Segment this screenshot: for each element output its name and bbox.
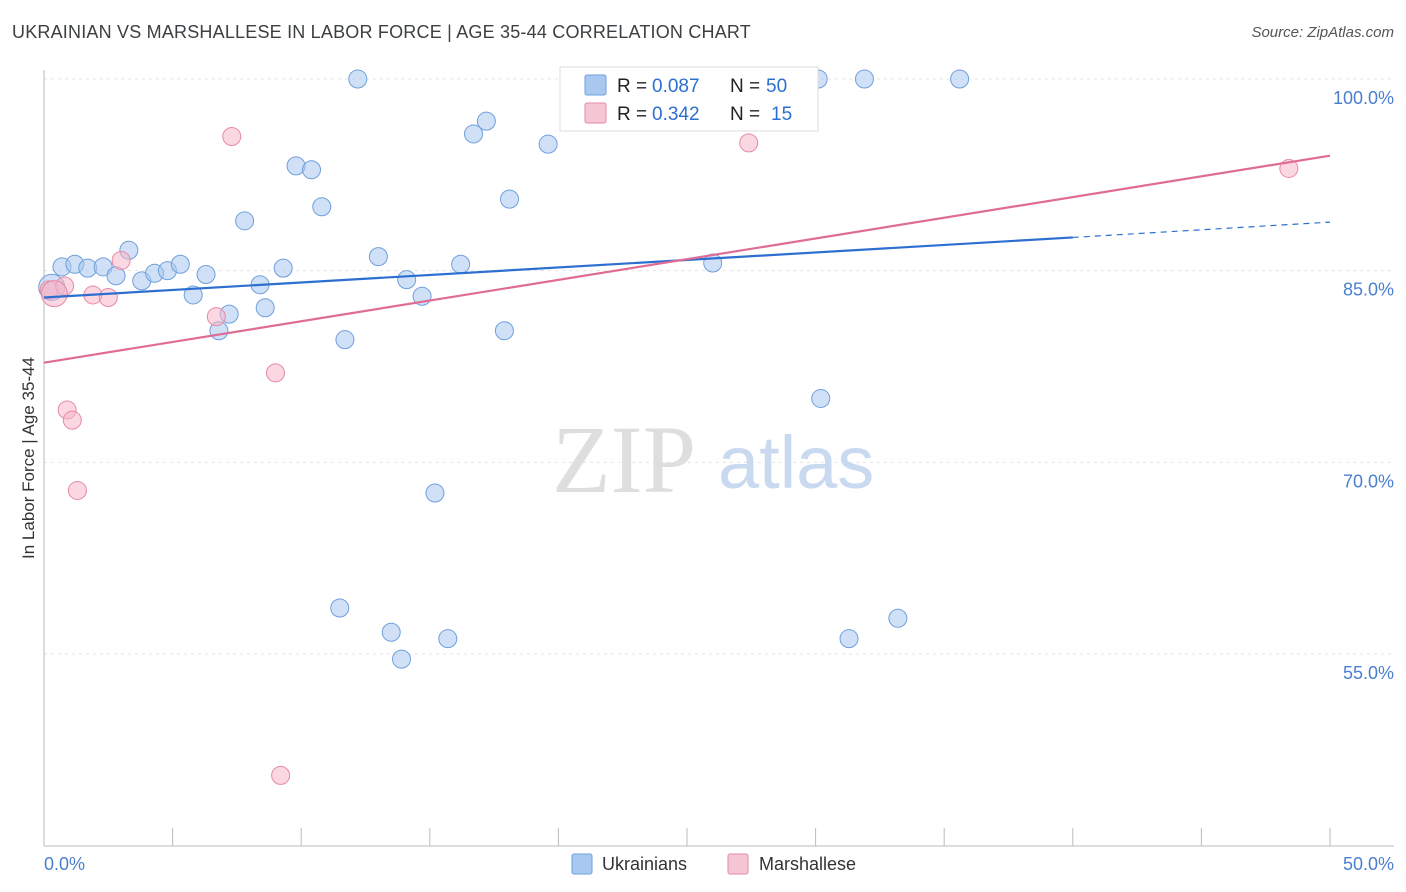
x-tick-label-max: 50.0% — [1343, 854, 1394, 874]
point-ukrainians-45 — [811, 388, 831, 408]
point-ukrainians-20 — [301, 160, 321, 180]
bottom-legend-swatch-ukrainians — [571, 853, 593, 875]
point-ukrainians-36 — [500, 189, 520, 209]
point-ukrainians-47 — [854, 69, 874, 89]
point-ukrainians-49 — [950, 69, 970, 89]
point-ukrainians-23 — [335, 330, 355, 350]
chart-title: UKRAINIAN VS MARSHALLESE IN LABOR FORCE … — [12, 22, 751, 42]
bottom-legend-label-ukrainians: Ukrainians — [602, 854, 687, 874]
point-ukrainians-15 — [235, 211, 255, 231]
point-ukrainians-26 — [381, 622, 401, 642]
y-tick-label-85: 85.0% — [1343, 280, 1394, 300]
point-marshallese-8 — [206, 307, 226, 327]
point-ukrainians-33 — [464, 124, 484, 144]
point-ukrainians-12 — [196, 265, 216, 284]
watermark-atlas: atlas — [718, 421, 874, 504]
point-ukrainians-22 — [330, 598, 350, 618]
point-marshallese-3 — [62, 410, 82, 430]
trend-lines — [43, 154, 1331, 364]
point-ukrainians-18 — [273, 258, 293, 278]
legend-r-value-2: 0.342 — [652, 104, 700, 125]
point-marshallese-12 — [739, 133, 759, 153]
point-ukrainians-24 — [348, 69, 368, 89]
point-ukrainians-48 — [888, 608, 908, 628]
legend-r-label-2: R = — [617, 104, 647, 125]
trend-line-ukrainians — [43, 236, 1073, 299]
point-ukrainians-11 — [183, 285, 203, 305]
point-ukrainians-37 — [538, 134, 558, 154]
point-marshallese-10 — [265, 363, 285, 383]
watermark: ZIP atlas — [552, 406, 874, 513]
point-ukrainians-25 — [368, 247, 388, 267]
point-ukrainians-35 — [494, 321, 514, 341]
point-marshallese-7 — [111, 250, 131, 270]
y-axis-title: In Labor Force | Age 35-44 — [19, 357, 38, 559]
watermark-zip: ZIP — [552, 406, 696, 513]
bottom-legend-label-marshallese: Marshallese — [759, 854, 856, 874]
y-tick-label-70: 70.0% — [1343, 471, 1394, 491]
legend-swatch-ukrainians — [584, 74, 607, 96]
point-ukrainians-31 — [438, 629, 458, 649]
legend-r-value-1: 0.087 — [652, 76, 700, 97]
point-ukrainians-17 — [255, 298, 275, 318]
bottom-legend-swatch-marshallese — [727, 853, 749, 875]
legend: R = 0.087 N = 50 R = 0.342 N = 15 — [559, 66, 819, 132]
x-tick-label-min: 0.0% — [44, 854, 85, 874]
point-ukrainians-27 — [392, 649, 412, 669]
x-ticks — [43, 828, 1331, 846]
point-ukrainians-46 — [839, 629, 859, 649]
y-tick-label-55: 55.0% — [1343, 663, 1394, 683]
point-ukrainians-30 — [425, 483, 445, 503]
legend-n-label-2: N = — [730, 104, 760, 125]
point-ukrainians-28 — [397, 270, 417, 290]
point-marshallese-9 — [222, 127, 242, 146]
legend-n-value-2: 15 — [771, 104, 792, 125]
point-marshallese-11 — [271, 765, 291, 785]
point-ukrainians-32 — [451, 254, 471, 274]
trend-line-ukrainians-extension — [1072, 221, 1331, 239]
axes — [43, 70, 1394, 847]
bottom-legend: Ukrainians Marshallese — [571, 853, 856, 875]
legend-r-label-1: R = — [617, 76, 647, 97]
point-marshallese-6 — [98, 288, 118, 307]
y-tick-label-100: 100.0% — [1333, 88, 1394, 108]
legend-n-value-1: 50 — [766, 76, 787, 97]
point-ukrainians-21 — [312, 197, 332, 217]
point-marshallese-4 — [67, 480, 87, 500]
x-tick-labels: 0.0% 50.0% — [44, 854, 1394, 874]
point-ukrainians-10 — [170, 254, 190, 274]
source-label: Source: ZipAtlas.com — [1251, 24, 1394, 41]
point-ukrainians-34 — [476, 111, 496, 131]
point-marshallese-14 — [40, 280, 68, 308]
legend-swatch-marshallese — [584, 102, 607, 124]
legend-n-label-1: N = — [730, 76, 760, 97]
y-tick-labels: 55.0% 70.0% 85.0% 100.0% — [1333, 88, 1394, 683]
grid-lines — [44, 78, 1394, 655]
trend-line-marshallese — [43, 154, 1331, 364]
